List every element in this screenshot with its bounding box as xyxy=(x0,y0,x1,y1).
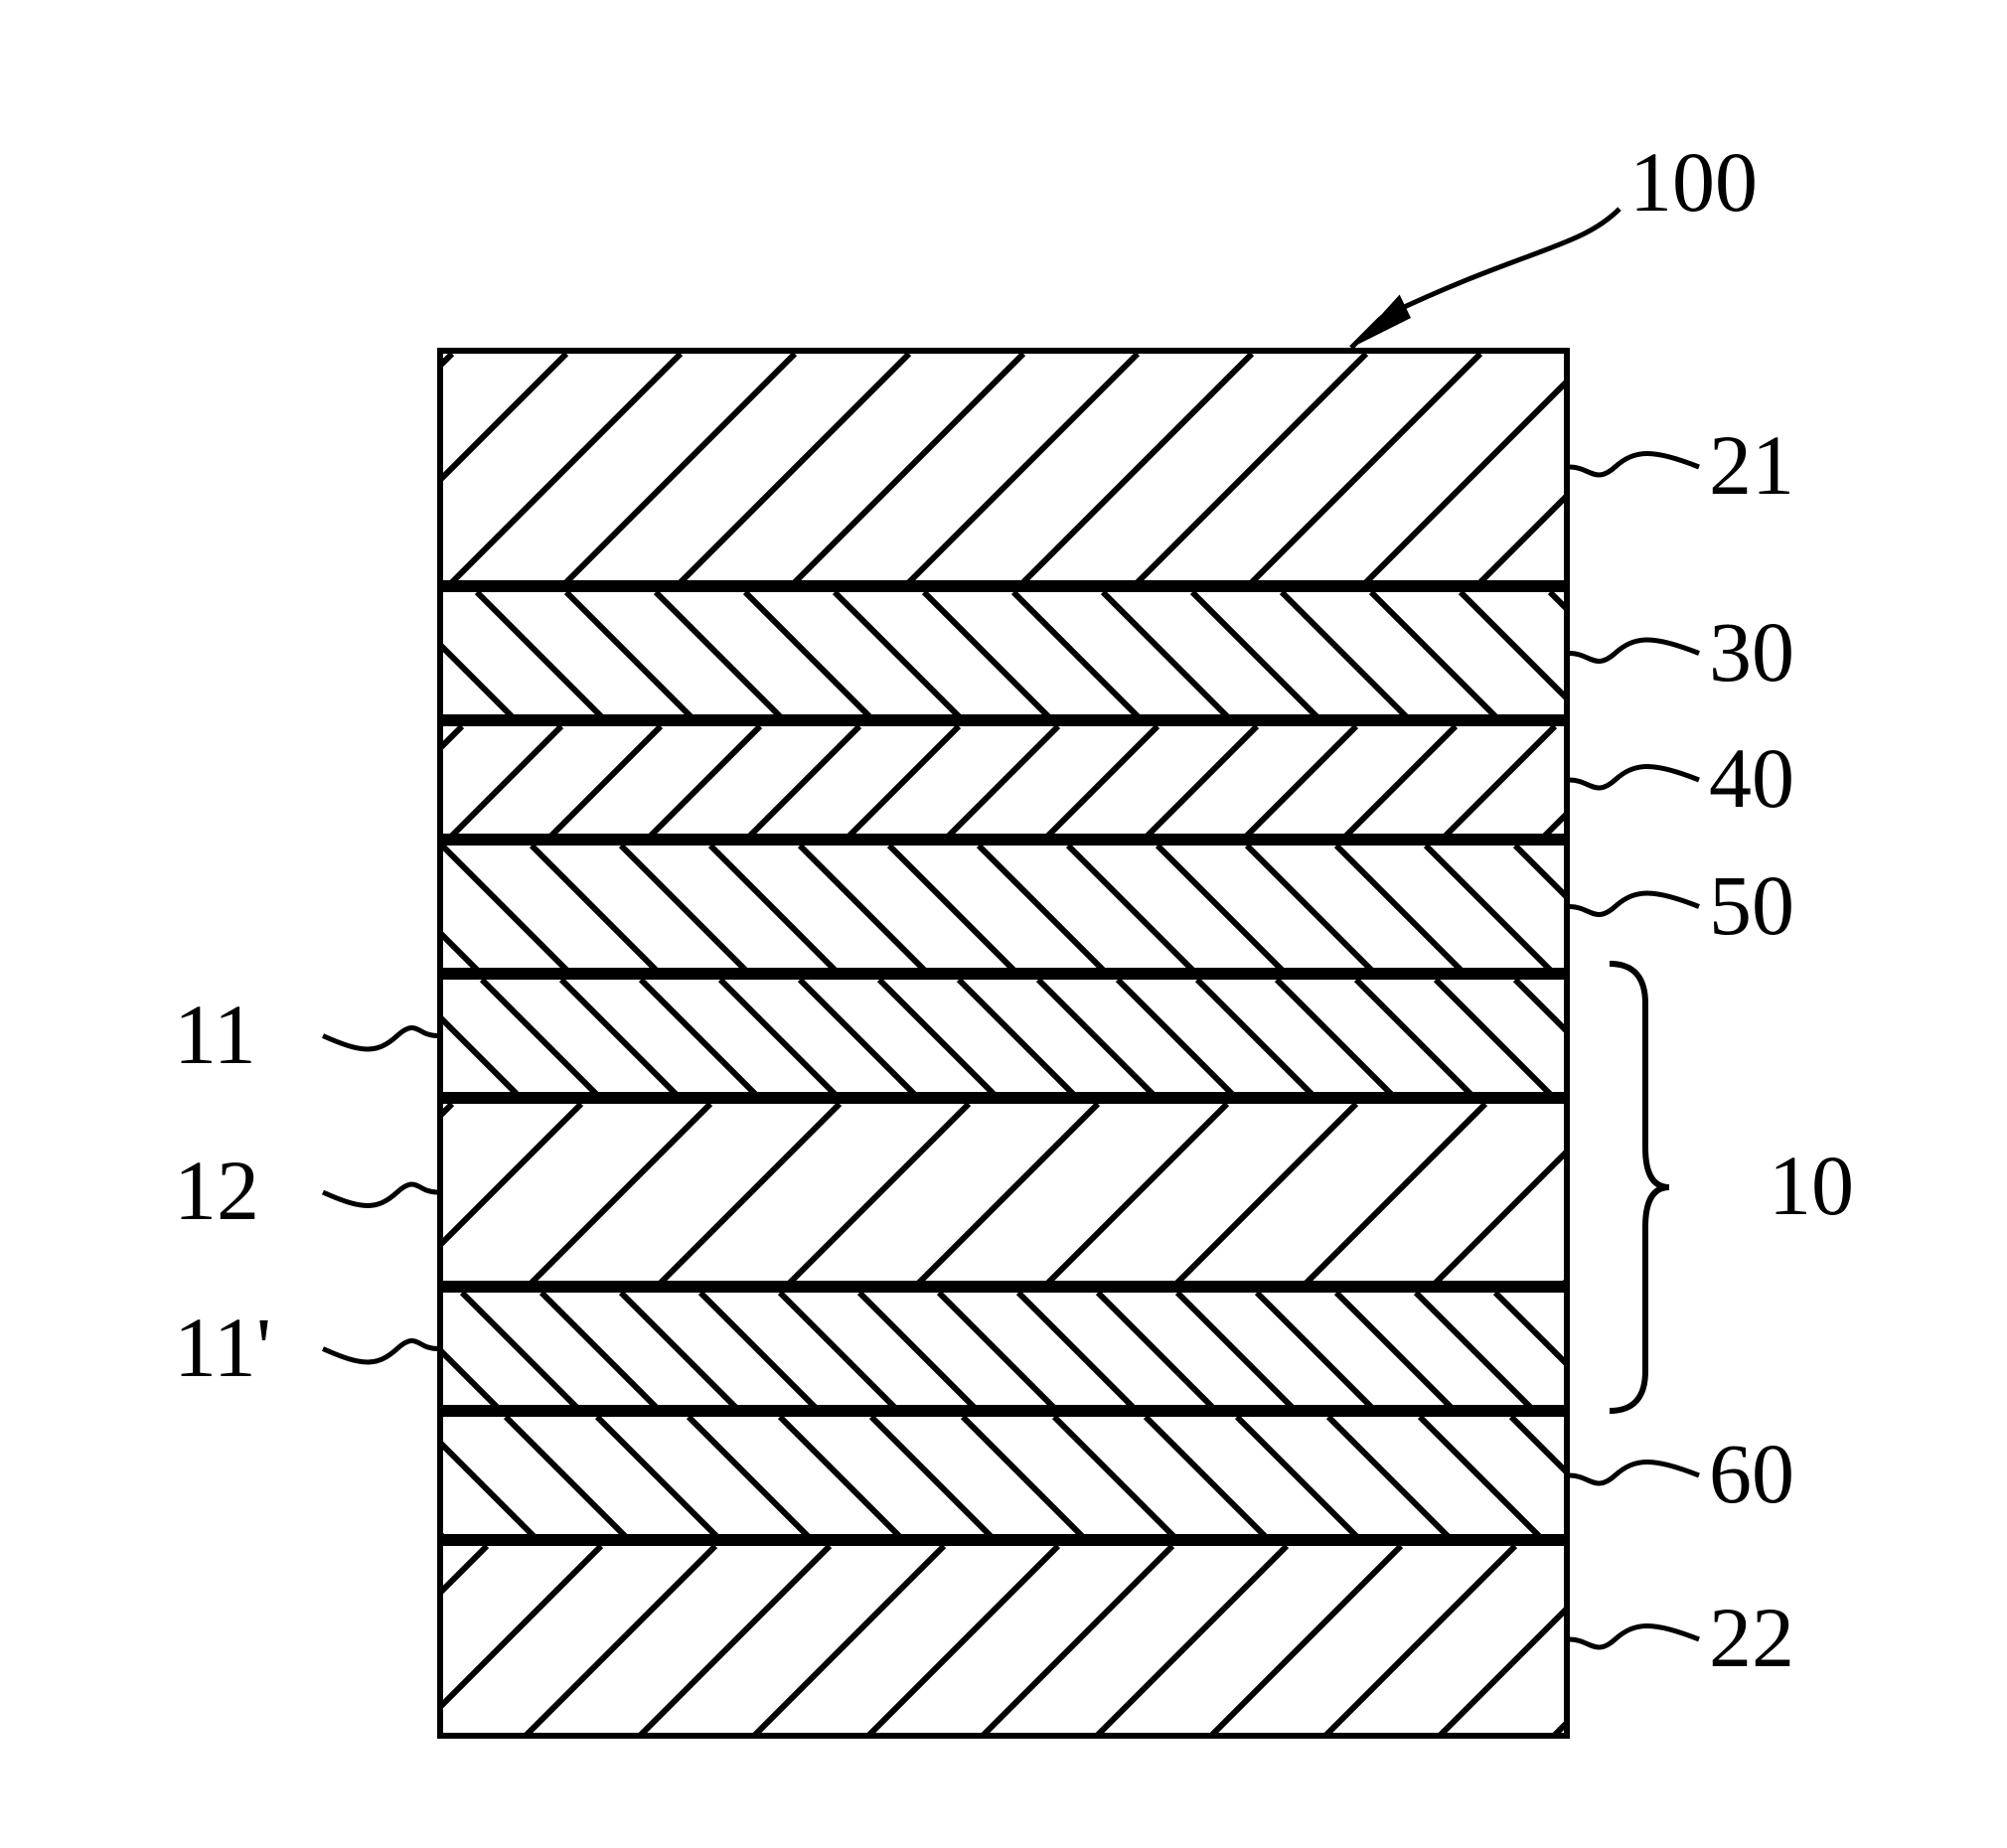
layer-30 xyxy=(437,586,1570,720)
layer-11p xyxy=(437,1287,1570,1411)
label-assembly-100: 100 xyxy=(1629,132,1758,231)
label-group-10: 10 xyxy=(1769,1136,1854,1235)
layer-12 xyxy=(437,1098,1570,1287)
label-22: 22 xyxy=(1709,1588,1794,1687)
label-11p: 11' xyxy=(174,1298,271,1397)
layer-11 xyxy=(437,974,1570,1098)
label-21: 21 xyxy=(1709,415,1794,515)
label-12: 12 xyxy=(174,1141,259,1240)
label-60: 60 xyxy=(1709,1424,1794,1523)
label-11: 11 xyxy=(174,985,256,1084)
layer-40 xyxy=(437,720,1570,840)
label-40: 40 xyxy=(1709,728,1794,828)
layer-60 xyxy=(437,1411,1570,1540)
layer-50 xyxy=(437,840,1570,974)
layer-22 xyxy=(437,1540,1570,1739)
layer-21 xyxy=(437,348,1570,586)
label-50: 50 xyxy=(1709,855,1794,955)
label-30: 30 xyxy=(1709,602,1794,701)
